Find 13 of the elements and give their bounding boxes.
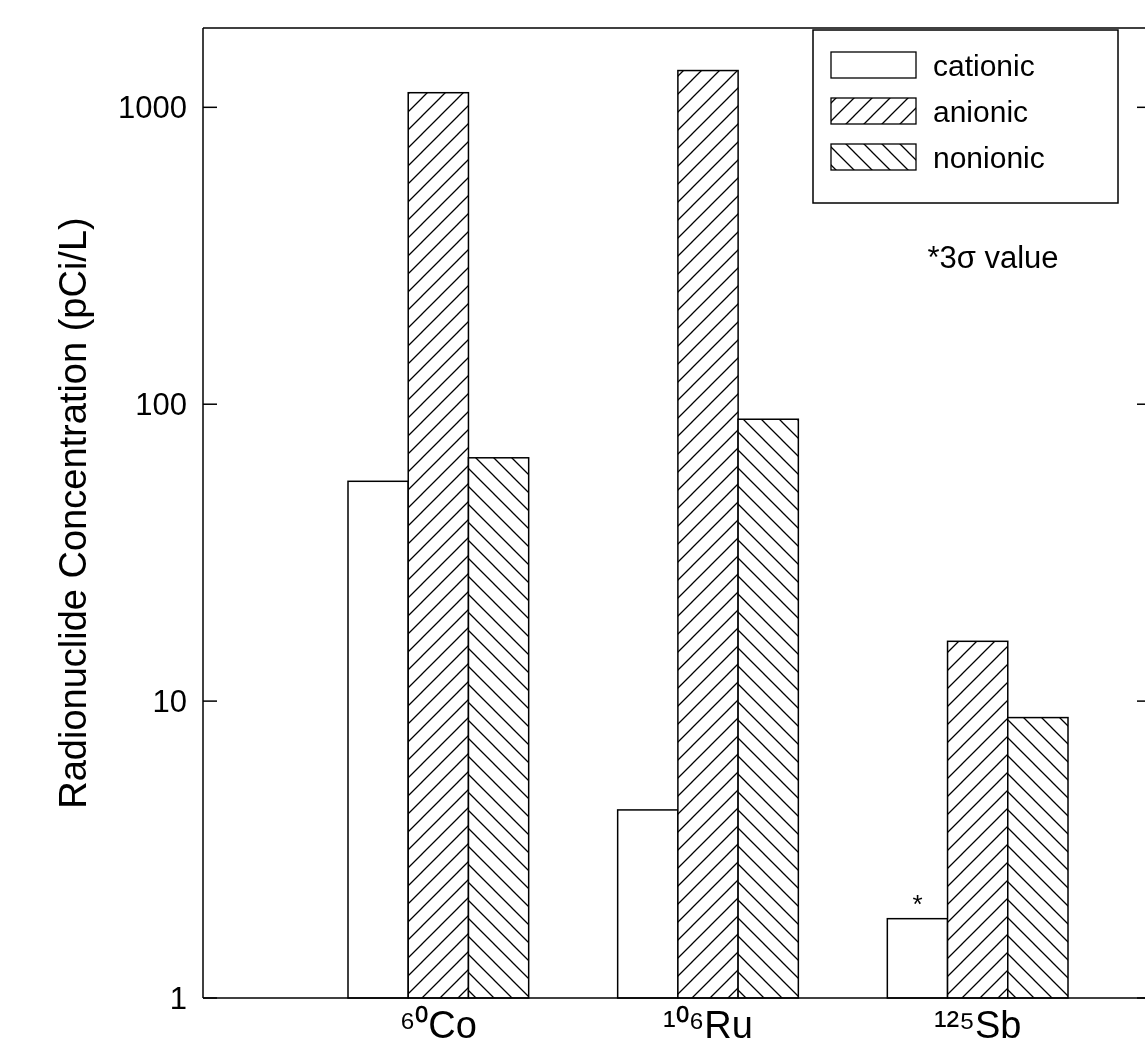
x-tick-label: ⁶⁰Co: [399, 1004, 477, 1046]
y-axis-title: Radionuclide Concentration (pCi/L): [52, 217, 94, 809]
y-tick-label: 1: [169, 980, 187, 1016]
annotation: *: [912, 888, 923, 919]
legend-label: anionic: [933, 94, 1029, 128]
y-tick-label: 100: [135, 387, 187, 423]
y-tick-label: 10: [152, 683, 187, 719]
y-tick-label: 1000: [118, 90, 187, 126]
x-tick-label: ¹²⁵Sb: [933, 1004, 1022, 1046]
legend-label: nonionic: [933, 140, 1045, 174]
legend-label: cationic: [933, 48, 1035, 82]
annotation: *3σ value: [927, 240, 1059, 275]
x-tick-label: ¹⁰⁶Ru: [663, 1004, 753, 1046]
